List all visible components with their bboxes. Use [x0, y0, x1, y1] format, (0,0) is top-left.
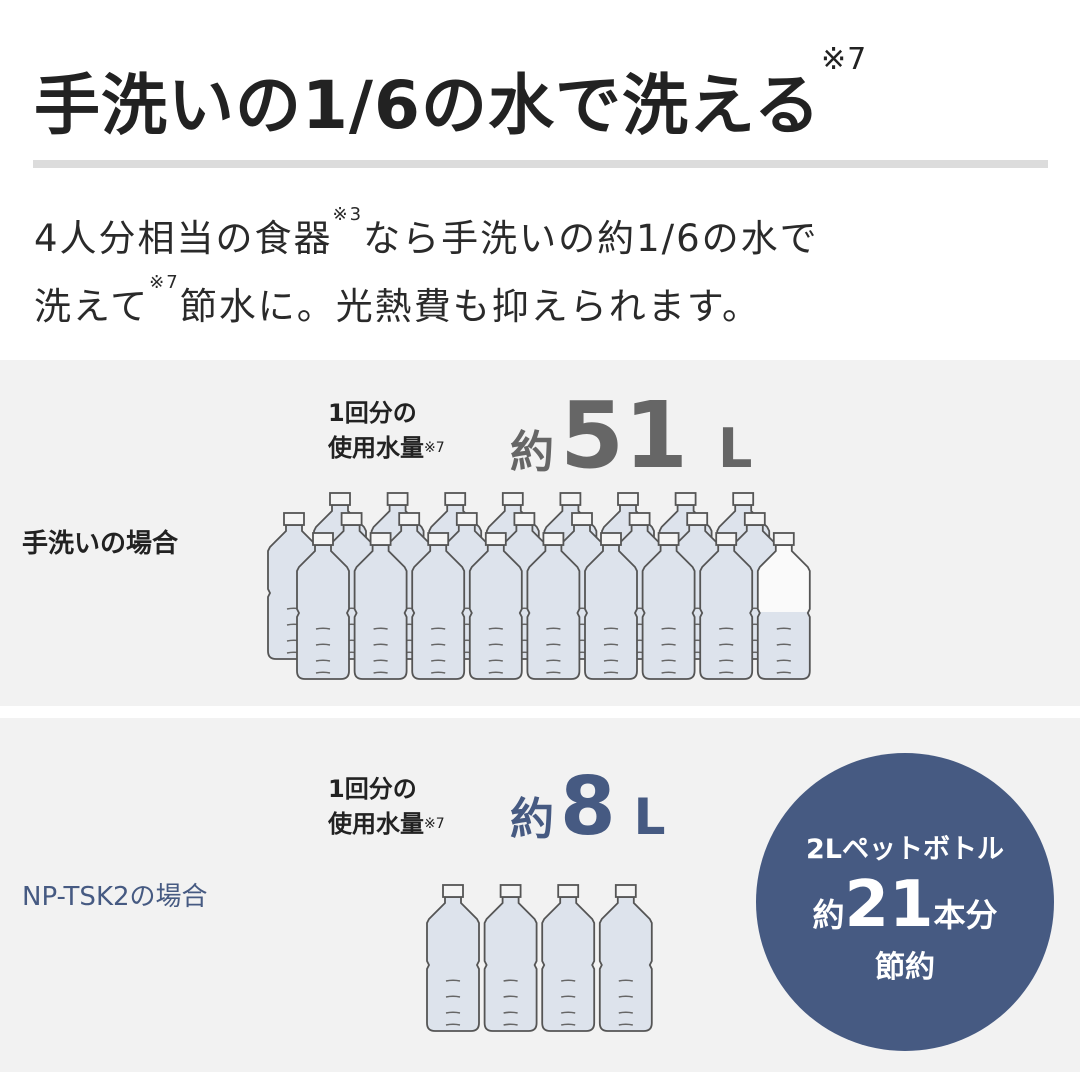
hand-wash-bottles	[267, 492, 811, 680]
description-line-2: 洗えて※7節水に。光熱費も抑えられます。	[34, 272, 762, 328]
np-tsk2-amount: 約8 L	[510, 760, 666, 853]
savings-badge: 2Lペットボトル 約21本分 節約	[756, 753, 1054, 1051]
bottle	[584, 532, 638, 680]
bottle	[411, 532, 466, 680]
description-line-1: 4人分相当の食器※3なら手洗いの約1/6の水で	[34, 204, 819, 260]
bottle	[526, 532, 581, 680]
bottle	[296, 532, 350, 680]
page-title: 手洗いの1/6の水で洗える※7	[34, 42, 867, 148]
bottle	[468, 532, 523, 680]
bottle	[426, 884, 480, 1032]
divider	[33, 160, 1048, 168]
bottle	[541, 884, 596, 1032]
bottle	[353, 532, 408, 680]
bottle	[598, 884, 653, 1032]
np-tsk2-bottles	[426, 884, 653, 1032]
bottle	[641, 532, 696, 680]
savings-line1: 2Lペットボトル	[806, 834, 1004, 865]
bottle	[483, 884, 538, 1032]
bottle	[756, 532, 811, 680]
np-tsk2-label: NP-TSK2の場合	[22, 882, 208, 912]
hand-wash-amount: 約51 L	[510, 382, 753, 489]
savings-line3: 節約	[875, 950, 935, 985]
title-text: 手洗いの1/6の水で洗える	[34, 67, 821, 144]
hand-wash-label: 手洗いの場合	[22, 529, 179, 559]
savings-amount: 約21本分	[812, 868, 998, 942]
bottle	[699, 532, 754, 680]
hand-wash-usage-label: 1回分の 使用水量※7	[328, 399, 445, 462]
np-tsk2-usage-label: 1回分の 使用水量※7	[328, 775, 445, 838]
hand-wash-panel: 手洗いの場合 1回分の 使用水量※7 約51 L	[0, 360, 1080, 706]
title-footnote: ※7	[820, 42, 868, 77]
